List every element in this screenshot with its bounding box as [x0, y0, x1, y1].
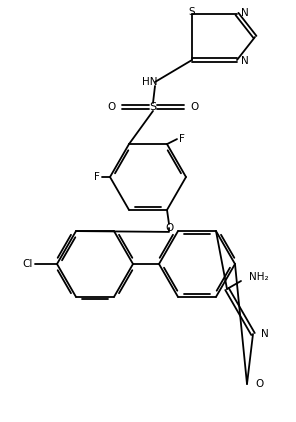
Text: NH₂: NH₂ [249, 272, 269, 282]
Text: Cl: Cl [22, 259, 33, 269]
Text: HN: HN [141, 77, 157, 87]
Text: N: N [241, 8, 249, 18]
Text: O: O [165, 223, 173, 233]
Text: S: S [189, 7, 195, 17]
Text: S: S [149, 102, 157, 112]
Text: N: N [241, 56, 249, 66]
Text: F: F [179, 134, 185, 144]
Text: O: O [255, 379, 263, 389]
Text: O: O [108, 102, 116, 112]
Text: F: F [94, 172, 100, 182]
Text: O: O [190, 102, 198, 112]
Text: N: N [261, 329, 269, 339]
